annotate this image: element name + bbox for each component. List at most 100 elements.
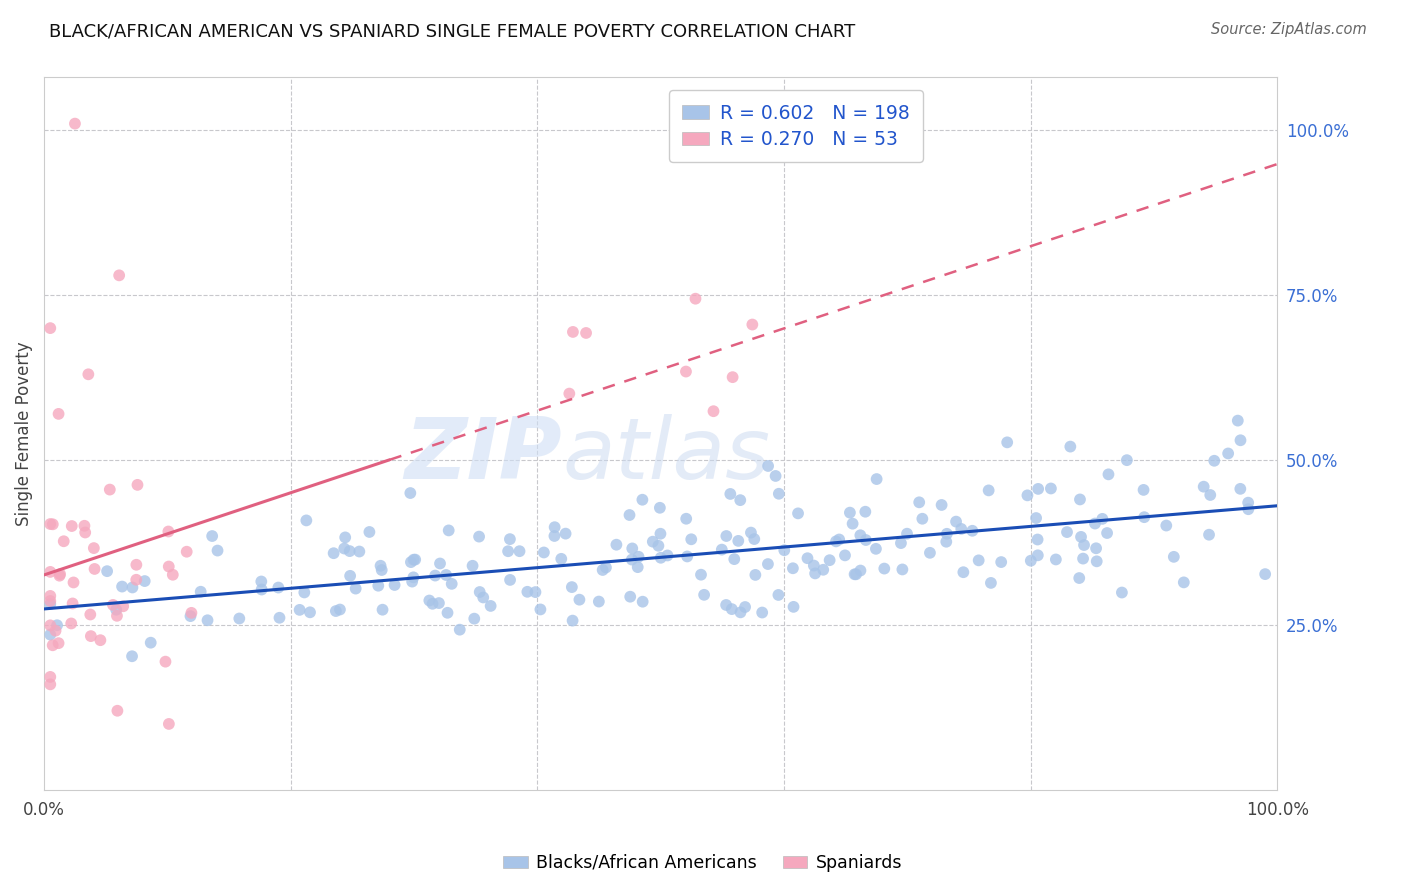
Point: [479, 599, 502, 613]
Point: [681, 533, 703, 547]
Point: [75, 525, 97, 540]
Point: [1237, 496, 1260, 510]
Point: [641, 534, 664, 549]
Point: [647, 539, 669, 553]
Point: [935, 534, 957, 549]
Point: [39, 565, 62, 579]
Point: [716, 529, 738, 543]
Point: [855, 533, 877, 547]
Point: [825, 534, 848, 549]
Point: [267, 581, 290, 595]
Point: [125, 558, 148, 572]
Point: [730, 605, 752, 619]
Point: [730, 493, 752, 508]
Point: [524, 585, 547, 599]
Point: [402, 570, 425, 584]
Point: [157, 524, 180, 539]
Point: [42, 517, 65, 532]
Point: [1084, 516, 1107, 531]
Point: [1026, 549, 1049, 563]
Point: [41, 638, 63, 652]
Point: [98, 483, 121, 497]
Point: [121, 649, 143, 664]
Point: [995, 435, 1018, 450]
Point: [720, 602, 742, 616]
Point: [329, 602, 352, 616]
Point: [1025, 511, 1047, 525]
Point: [554, 526, 576, 541]
Point: [39, 618, 62, 632]
Point: [782, 599, 804, 614]
Point: [39, 321, 62, 335]
Point: [627, 560, 650, 574]
Point: [516, 584, 538, 599]
Point: [39, 677, 62, 691]
Point: [734, 600, 756, 615]
Point: [367, 579, 389, 593]
Point: [45, 624, 67, 638]
Point: [605, 538, 627, 552]
Point: [39, 597, 62, 611]
Point: [631, 595, 654, 609]
Point: [1192, 480, 1215, 494]
Point: [155, 655, 177, 669]
Point: [298, 605, 321, 619]
Point: [1091, 512, 1114, 526]
Point: [105, 603, 128, 617]
Point: [773, 543, 796, 558]
Point: [1226, 414, 1249, 428]
Point: [1199, 488, 1222, 502]
Point: [595, 560, 617, 574]
Point: [333, 541, 356, 556]
Point: [228, 611, 250, 625]
Point: [472, 591, 495, 605]
Point: [967, 553, 990, 567]
Point: [509, 544, 531, 558]
Point: [675, 512, 697, 526]
Point: [1039, 482, 1062, 496]
Point: [1204, 454, 1226, 468]
Point: [468, 530, 491, 544]
Point: [1095, 526, 1118, 541]
Point: [112, 599, 135, 614]
Point: [648, 500, 671, 515]
Point: [849, 528, 872, 542]
Point: [48, 636, 70, 650]
Point: [89, 633, 111, 648]
Point: [751, 606, 773, 620]
Point: [1115, 453, 1137, 467]
Point: [499, 573, 522, 587]
Point: [401, 574, 423, 589]
Point: [650, 526, 672, 541]
Point: [853, 505, 876, 519]
Point: [370, 563, 392, 577]
Point: [399, 555, 422, 569]
Point: [83, 541, 105, 555]
Point: [60, 519, 83, 533]
Point: [627, 549, 650, 564]
Point: [1069, 492, 1091, 507]
Point: [60, 616, 83, 631]
Point: [741, 318, 763, 332]
Point: [425, 568, 447, 582]
Point: [250, 574, 273, 589]
Point: [1254, 567, 1277, 582]
Point: [1045, 552, 1067, 566]
Point: [1229, 434, 1251, 448]
Point: [841, 516, 863, 531]
Point: [657, 549, 679, 563]
Point: [568, 592, 591, 607]
Point: [335, 530, 357, 544]
Point: [744, 568, 766, 582]
Point: [197, 613, 219, 627]
Point: [620, 552, 643, 566]
Text: ZIP: ZIP: [405, 414, 562, 497]
Point: [1019, 554, 1042, 568]
Point: [962, 524, 984, 538]
Point: [621, 541, 644, 556]
Point: [945, 515, 967, 529]
Point: [39, 516, 62, 531]
Point: [404, 552, 426, 566]
Point: [46, 618, 69, 632]
Point: [977, 483, 1000, 498]
